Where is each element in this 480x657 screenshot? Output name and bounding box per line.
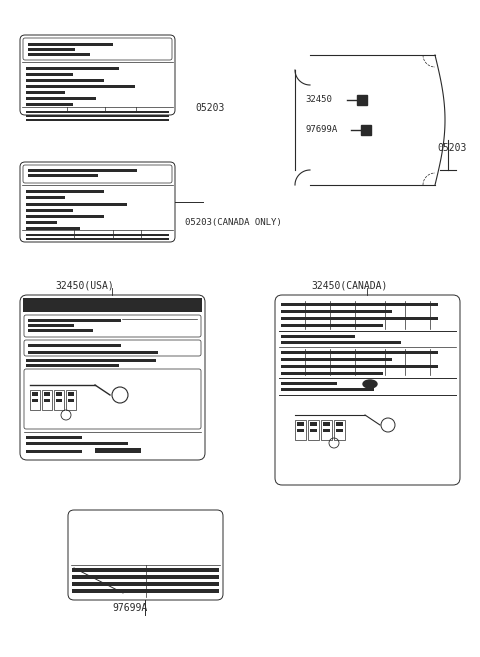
Bar <box>28 43 113 46</box>
Bar <box>42 390 52 410</box>
Bar <box>28 319 120 321</box>
Bar <box>281 388 373 390</box>
Bar <box>321 420 332 440</box>
Bar <box>336 422 343 426</box>
Bar <box>26 450 82 453</box>
Bar <box>281 351 438 354</box>
Bar <box>281 382 336 385</box>
Bar <box>308 420 319 440</box>
Text: 05203: 05203 <box>437 143 467 153</box>
Bar <box>26 203 127 206</box>
Bar <box>297 429 304 432</box>
Bar <box>26 221 57 223</box>
Bar <box>28 174 98 177</box>
Bar <box>323 422 330 426</box>
Bar <box>281 372 383 375</box>
Bar <box>295 420 306 440</box>
Bar <box>26 359 156 361</box>
Bar <box>28 169 136 172</box>
Bar <box>32 399 38 402</box>
Bar <box>95 448 141 453</box>
Bar <box>297 422 304 426</box>
Bar <box>28 324 74 327</box>
Bar <box>26 196 65 198</box>
Bar <box>23 298 202 312</box>
Bar <box>72 589 219 593</box>
Bar <box>334 420 345 440</box>
Bar <box>281 324 383 327</box>
Bar <box>281 341 401 344</box>
Bar <box>28 53 90 55</box>
Bar <box>310 429 317 432</box>
Bar <box>72 568 219 572</box>
Text: 32450: 32450 <box>305 95 332 104</box>
Ellipse shape <box>363 380 377 388</box>
Bar <box>26 73 72 76</box>
Bar <box>26 215 104 217</box>
Bar <box>28 344 120 346</box>
Bar <box>56 399 62 402</box>
Bar <box>281 310 392 313</box>
Bar <box>28 351 157 353</box>
Bar <box>66 390 76 410</box>
Bar <box>28 48 74 51</box>
Bar <box>26 234 169 236</box>
Bar <box>72 582 219 586</box>
Bar <box>68 392 74 396</box>
Bar <box>32 392 38 396</box>
Bar <box>281 303 438 306</box>
Bar <box>26 301 183 304</box>
Bar <box>310 422 317 426</box>
Bar <box>54 390 64 410</box>
Bar <box>26 227 80 229</box>
Bar <box>26 209 72 212</box>
Bar <box>44 392 50 396</box>
Bar <box>28 329 93 332</box>
Bar <box>26 306 137 309</box>
Bar <box>26 103 72 106</box>
Bar <box>357 95 367 105</box>
Bar <box>281 317 438 320</box>
Bar <box>361 125 371 135</box>
Bar <box>44 399 50 402</box>
Text: 97699A: 97699A <box>112 603 148 613</box>
Bar <box>323 429 330 432</box>
Text: 32450(USA): 32450(USA) <box>56 280 114 290</box>
Text: 05203: 05203 <box>195 103 224 113</box>
Bar <box>26 67 119 70</box>
Bar <box>56 392 62 396</box>
Bar <box>281 358 392 361</box>
Bar <box>281 365 438 368</box>
Bar <box>72 575 219 579</box>
Bar <box>26 79 104 81</box>
Bar <box>26 119 169 121</box>
Bar <box>26 91 65 93</box>
Bar <box>26 97 96 99</box>
Text: 05203(CANADA ONLY): 05203(CANADA ONLY) <box>185 217 282 227</box>
Bar <box>26 238 169 240</box>
Bar <box>26 190 104 193</box>
Text: 32450(CANADA): 32450(CANADA) <box>312 280 388 290</box>
Bar <box>26 364 119 367</box>
Bar <box>26 436 82 438</box>
Text: 97699A: 97699A <box>305 125 337 135</box>
Bar <box>68 399 74 402</box>
Bar <box>281 335 355 338</box>
Bar <box>336 429 343 432</box>
Bar <box>26 442 128 445</box>
Bar <box>26 111 169 113</box>
Bar <box>26 85 134 87</box>
Bar <box>26 115 169 117</box>
Bar <box>30 390 40 410</box>
